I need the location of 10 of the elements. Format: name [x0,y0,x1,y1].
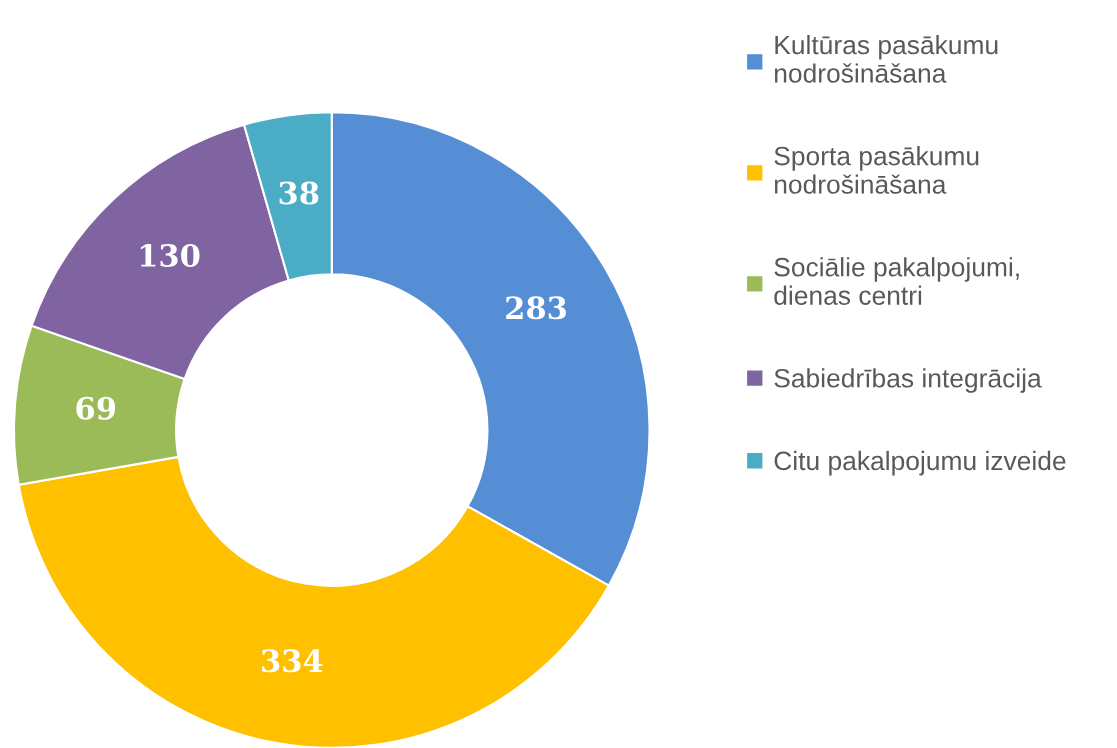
data-label: 38 [279,181,319,205]
legend-label: Sociālie pakalpojumi, dienas centri [774,257,1019,305]
data-label: 334 [262,649,323,673]
legend-label: Sporta pasākumu nodrošināšana [774,146,979,194]
legend-label: Citu pakalpojumu izveide [774,450,1066,476]
data-label: 130 [140,243,200,267]
data-label: 283 [506,296,566,320]
legend-label: Kultūras pasākumu nodrošināšana [775,34,998,83]
legend-label: Sabiedrības integrācija [774,368,1042,393]
data-label: 69 [76,396,116,420]
